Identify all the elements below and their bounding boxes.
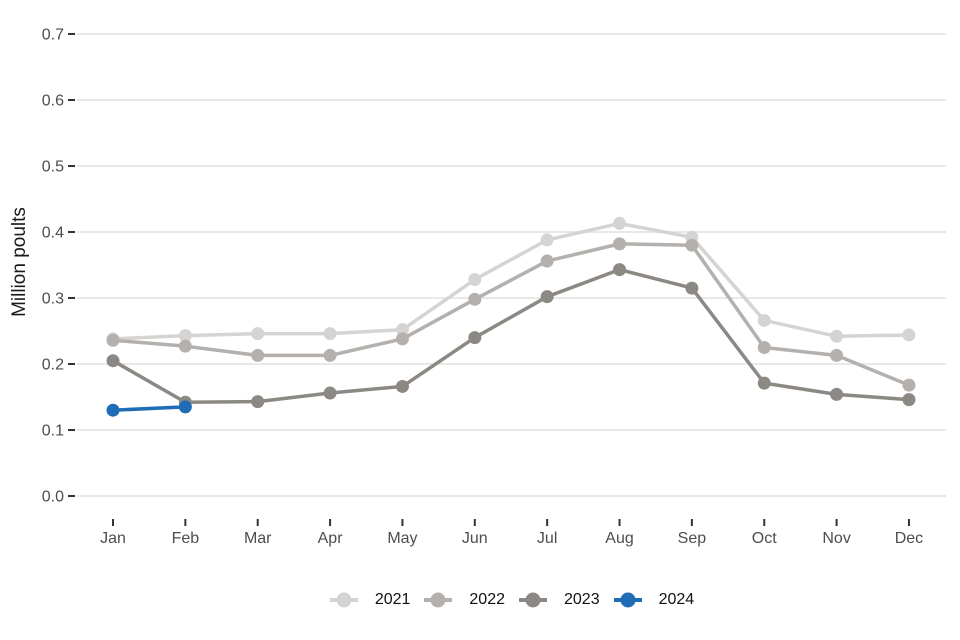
data-point-2022 xyxy=(251,348,265,362)
y-tick-label: 0.0 xyxy=(42,489,64,506)
data-point-2022 xyxy=(395,332,409,346)
data-point-2023 xyxy=(323,386,337,400)
series-line-2023 xyxy=(111,267,911,405)
y-tick-label: 0.4 xyxy=(42,225,64,242)
data-point-2021 xyxy=(468,273,482,287)
y-tick-label: 0.5 xyxy=(42,159,64,176)
data-point-2022 xyxy=(902,378,916,392)
data-point-2024 xyxy=(106,403,120,417)
data-point-2022 xyxy=(468,292,482,306)
x-tick-label: Dec xyxy=(895,530,923,547)
x-tick-label: Nov xyxy=(822,530,850,547)
data-point-2021 xyxy=(540,233,554,247)
legend-item-2024: 2024 xyxy=(613,591,695,609)
legend-label-2021: 2021 xyxy=(374,591,411,608)
legend-key-line-dot-icon xyxy=(424,592,453,608)
y-tick-label: 0.7 xyxy=(42,27,64,44)
data-point-2021 xyxy=(395,323,409,337)
data-point-2023 xyxy=(757,376,771,390)
data-point-2023 xyxy=(613,263,627,277)
series-line-2022 xyxy=(111,242,911,387)
y-tick-label: 0.2 xyxy=(42,357,64,374)
x-tick-label: Aug xyxy=(605,530,633,547)
data-point-2023 xyxy=(106,354,120,368)
legend-key-line-dot-icon xyxy=(329,592,358,608)
x-tick-label: Feb xyxy=(172,530,200,547)
series-line-2024 xyxy=(111,405,188,412)
legend-label-2023: 2023 xyxy=(564,591,600,608)
data-point-2023 xyxy=(468,331,482,345)
x-tick-label: Mar xyxy=(244,530,272,547)
x-tick-label: Sep xyxy=(678,530,707,547)
x-tick-label: Jun xyxy=(462,530,488,547)
data-point-2021 xyxy=(323,327,337,341)
data-point-2023 xyxy=(685,281,699,295)
data-point-2022 xyxy=(178,339,192,353)
data-point-2021 xyxy=(902,328,916,342)
legend-key-line-dot-icon xyxy=(519,592,547,608)
data-point-2021 xyxy=(178,329,192,343)
y-axis-title: Million poults xyxy=(9,207,30,317)
legend: 2021 2022 2023 2024 xyxy=(77,588,946,612)
legend-label-2024: 2024 xyxy=(658,591,695,608)
x-tick-label: May xyxy=(387,530,417,547)
series-line-2021 xyxy=(111,221,911,341)
data-point-2022 xyxy=(323,348,337,362)
x-tick-label: Jan xyxy=(100,530,126,547)
legend-key-line-dot-icon xyxy=(613,592,642,608)
y-tick-label: 0.3 xyxy=(42,291,64,308)
y-tick-label: 0.1 xyxy=(42,423,64,440)
x-tick-label: Apr xyxy=(318,530,344,547)
data-point-2023 xyxy=(902,393,916,407)
data-point-2021 xyxy=(613,216,627,230)
data-point-2022 xyxy=(830,348,844,362)
data-point-2024 xyxy=(178,400,192,414)
data-point-2021 xyxy=(830,329,844,343)
x-tick-label: Oct xyxy=(752,530,777,547)
data-point-2022 xyxy=(685,238,699,252)
data-point-2023 xyxy=(251,395,265,409)
data-point-2021 xyxy=(757,313,771,327)
legend-item-2022: 2022 xyxy=(423,591,505,609)
legend-item-2023: 2023 xyxy=(518,591,600,609)
data-point-2022 xyxy=(757,341,771,354)
data-point-2022 xyxy=(106,333,120,347)
data-point-2021 xyxy=(251,327,265,341)
data-point-2022 xyxy=(613,237,627,251)
data-point-2023 xyxy=(540,290,554,304)
y-tick-label: 0.6 xyxy=(42,93,64,110)
x-tick-label: Jul xyxy=(537,530,557,547)
legend-label-2022: 2022 xyxy=(469,591,505,608)
data-point-2023 xyxy=(830,387,844,401)
data-point-2022 xyxy=(540,254,554,268)
data-point-2023 xyxy=(395,379,409,393)
legend-item-2021: 2021 xyxy=(329,591,411,609)
